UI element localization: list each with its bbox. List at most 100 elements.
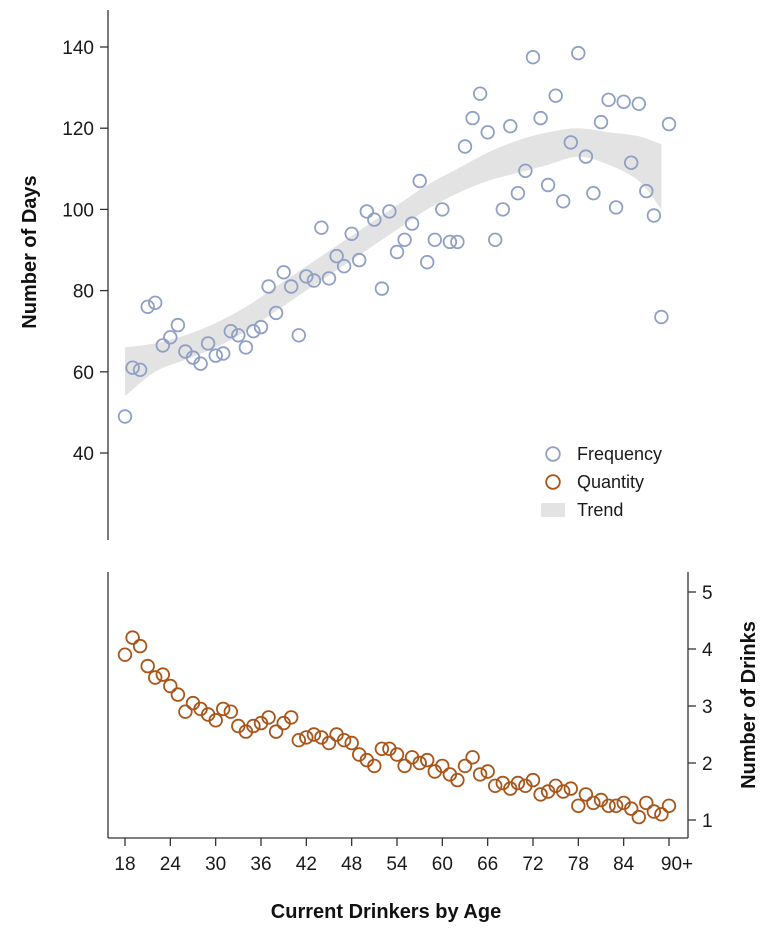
frequency-point bbox=[556, 194, 571, 209]
frequency-point bbox=[268, 305, 284, 321]
frequency-point bbox=[125, 360, 140, 375]
quantity-point bbox=[661, 798, 677, 814]
frequency-point bbox=[314, 220, 329, 235]
quantity-point bbox=[147, 670, 163, 685]
frequency-point bbox=[427, 232, 443, 248]
frequency-point bbox=[132, 362, 148, 378]
quantity-point bbox=[178, 704, 193, 719]
quantity-point bbox=[578, 787, 594, 802]
quantity-point bbox=[631, 809, 647, 825]
left-y-tick-label: 140 bbox=[62, 38, 94, 59]
x-tick-label: 48 bbox=[341, 854, 362, 875]
frequency-point bbox=[155, 338, 171, 353]
left-y-tick-label: 100 bbox=[62, 200, 94, 221]
frequency-point bbox=[608, 200, 624, 215]
frequency-point bbox=[117, 409, 133, 424]
trend-band-layer bbox=[125, 128, 662, 397]
right-y-tick-label: 4 bbox=[702, 640, 713, 661]
quantity-point bbox=[480, 764, 495, 779]
frequency-point bbox=[321, 271, 337, 286]
trend-band bbox=[125, 128, 662, 397]
frequency-point bbox=[616, 94, 631, 110]
frequency-point bbox=[359, 204, 375, 219]
right-y-tick-label: 5 bbox=[702, 583, 713, 604]
frequency-point bbox=[231, 328, 246, 343]
left-y-tick-label: 80 bbox=[73, 282, 94, 303]
labels-layer: 40 60 80 100 120 140 1 2 3 4 5 18 24 30 36 42 48 54 60 66 72… bbox=[19, 38, 760, 923]
quantity-point bbox=[155, 667, 171, 682]
frequency-point bbox=[389, 244, 405, 260]
left-y-axis-title: Number of Days bbox=[19, 175, 41, 328]
frequency-point bbox=[601, 92, 616, 108]
frequency-point bbox=[382, 204, 397, 219]
right-y-tick-label: 1 bbox=[702, 811, 713, 832]
x-tick-label: 78 bbox=[568, 854, 589, 875]
frequency-point bbox=[472, 86, 488, 101]
quantity-point bbox=[571, 798, 586, 814]
quantity-point bbox=[246, 718, 261, 734]
frequency-point bbox=[571, 45, 586, 61]
frequency-point bbox=[639, 183, 654, 199]
frequency-point bbox=[306, 273, 322, 288]
frequency-point bbox=[661, 116, 677, 132]
quantity-point bbox=[299, 730, 314, 745]
quantity-point bbox=[450, 772, 465, 788]
frequency-point bbox=[291, 328, 307, 343]
frequency-point bbox=[450, 234, 465, 250]
quantity-point bbox=[488, 778, 503, 794]
quantity-point bbox=[639, 795, 654, 811]
x-tick-label: 42 bbox=[296, 854, 317, 875]
frequency-point bbox=[140, 299, 155, 315]
quantity-point bbox=[344, 735, 359, 751]
frequency-point bbox=[329, 248, 344, 264]
quantity-point bbox=[472, 767, 488, 782]
quantity-point bbox=[624, 801, 639, 816]
x-tick-label: 90+ bbox=[661, 854, 693, 875]
frequency-point bbox=[200, 336, 216, 351]
frequency-point bbox=[420, 255, 435, 270]
quantity-point bbox=[646, 804, 662, 819]
frequency-point bbox=[457, 139, 473, 154]
frequency-point bbox=[631, 96, 647, 112]
frequency-point bbox=[261, 279, 276, 294]
frequency-point bbox=[624, 155, 639, 170]
frequency-point bbox=[480, 125, 495, 140]
frequency-point bbox=[163, 330, 178, 345]
frequency-point bbox=[412, 173, 427, 189]
x-axis-title: Current Drinkers by Age bbox=[271, 901, 501, 923]
legend-frequency-label: Frequency bbox=[577, 444, 662, 464]
quantity-point bbox=[457, 758, 473, 774]
frequency-point bbox=[435, 202, 450, 217]
frequency-point bbox=[495, 202, 511, 217]
frequency-point bbox=[654, 309, 669, 325]
frequency-point bbox=[578, 149, 594, 164]
left-y-tick-label: 60 bbox=[73, 363, 94, 384]
quantity-point bbox=[321, 735, 337, 751]
frequency-point bbox=[503, 118, 518, 134]
frequency-point bbox=[548, 88, 563, 103]
x-tick-label: 60 bbox=[432, 854, 453, 875]
frequency-point bbox=[593, 114, 609, 130]
quantity-point bbox=[132, 638, 148, 654]
frequency-point bbox=[540, 177, 556, 193]
frequency-point bbox=[646, 208, 662, 223]
frequency-point bbox=[246, 324, 261, 339]
legend-quantity-label: Quantity bbox=[577, 472, 644, 492]
quantity-point bbox=[563, 781, 579, 796]
quantity-point bbox=[435, 758, 450, 774]
quantity-point bbox=[389, 747, 405, 762]
frequency-point bbox=[404, 216, 420, 231]
quantity-point bbox=[170, 687, 186, 702]
x-tick-label: 72 bbox=[522, 854, 543, 875]
x-tick-label: 18 bbox=[114, 854, 135, 875]
quantity-point bbox=[284, 710, 299, 725]
frequency-point bbox=[276, 265, 291, 280]
quantity-point bbox=[163, 678, 178, 694]
frequency-point bbox=[510, 185, 526, 201]
quantity-point bbox=[140, 658, 155, 674]
frequency-point bbox=[465, 110, 480, 126]
frequency-point bbox=[586, 185, 601, 201]
frequency-point bbox=[488, 232, 503, 248]
quantity-point bbox=[208, 713, 223, 728]
quantity-point bbox=[125, 630, 140, 645]
